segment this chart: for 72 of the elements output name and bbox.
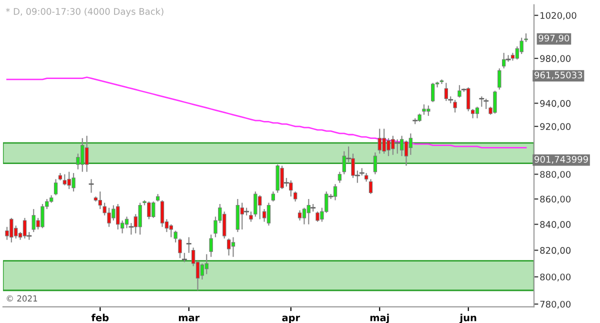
candlestick (231, 236, 236, 258)
y-tick-label: 1020,00 (540, 12, 576, 20)
text: 961,55033 (534, 72, 582, 80)
y-tick-label: 840,00 (540, 221, 571, 229)
candlestick (506, 54, 511, 62)
candlestick (88, 178, 94, 194)
x-tick-label: maj (370, 314, 389, 323)
y-tick-label: 920,00 (540, 123, 571, 131)
candlestick (240, 202, 244, 230)
candlestick (174, 230, 178, 243)
candlestick (186, 236, 192, 254)
candlestick (178, 238, 182, 259)
candlestick (200, 262, 204, 280)
candlestick (138, 202, 142, 236)
candlestick (458, 84, 462, 98)
candlestick (440, 78, 444, 85)
candlestick (160, 200, 164, 228)
candlestick (400, 135, 404, 157)
candlestick (262, 208, 266, 222)
y-tick-label: 820,00 (540, 246, 571, 255)
candlestick (479, 96, 484, 108)
candlestick (124, 216, 129, 229)
x-tick-label: jun (459, 314, 476, 323)
annotation: 997,90 (538, 34, 570, 42)
y-tick-label: 800,00 (540, 274, 571, 282)
x-tick-label: feb (91, 314, 109, 322)
y-tick-label: 880,00 (540, 170, 571, 179)
candlestick (249, 211, 253, 222)
x-tick-label: apr (282, 316, 300, 323)
candlestick (22, 217, 27, 240)
candlestick (209, 234, 213, 258)
y-tick-label: 940,00 (540, 100, 571, 108)
candlestick (298, 210, 302, 222)
candlestick (54, 178, 58, 196)
candlestick (306, 198, 310, 225)
candlestick (453, 99, 457, 114)
candlestick (404, 140, 408, 166)
candlestick (373, 152, 378, 175)
candlestick (466, 86, 470, 112)
candlestick (204, 254, 208, 275)
candlestick (226, 238, 231, 256)
x-tick-label: mar (178, 316, 200, 322)
candlestick (98, 190, 102, 210)
candlestick (408, 132, 413, 156)
y-tick-label: 780,00 (540, 300, 571, 309)
candlestick (470, 108, 475, 119)
candlestick (520, 37, 524, 55)
candlestick (498, 68, 502, 90)
candlestick (475, 106, 480, 119)
candlestick (254, 190, 258, 218)
annotation: © 2021 (6, 295, 38, 302)
y-tick-label: 980,00 (540, 55, 571, 63)
candlestick (169, 224, 173, 238)
candlestick (302, 207, 306, 225)
candlestick (271, 190, 275, 202)
candlestick (333, 184, 338, 201)
candlestick (351, 153, 355, 178)
candlestick (346, 146, 352, 163)
candlestick (502, 52, 506, 69)
candlestick (289, 180, 293, 198)
candlestick (342, 150, 346, 175)
text: 901,743999 (534, 156, 588, 164)
candlestick (394, 138, 400, 154)
chart-title: * D, 09:00-17:30 (4000 Days Back) (6, 8, 164, 17)
candlestick (182, 252, 187, 263)
y-tick-label: 860,00 (540, 196, 571, 204)
candlestick (368, 178, 373, 195)
candlestick (338, 171, 342, 184)
candlestick (294, 190, 298, 202)
candlestick (266, 202, 271, 226)
candlestick (444, 82, 448, 102)
candlestick (431, 82, 435, 103)
